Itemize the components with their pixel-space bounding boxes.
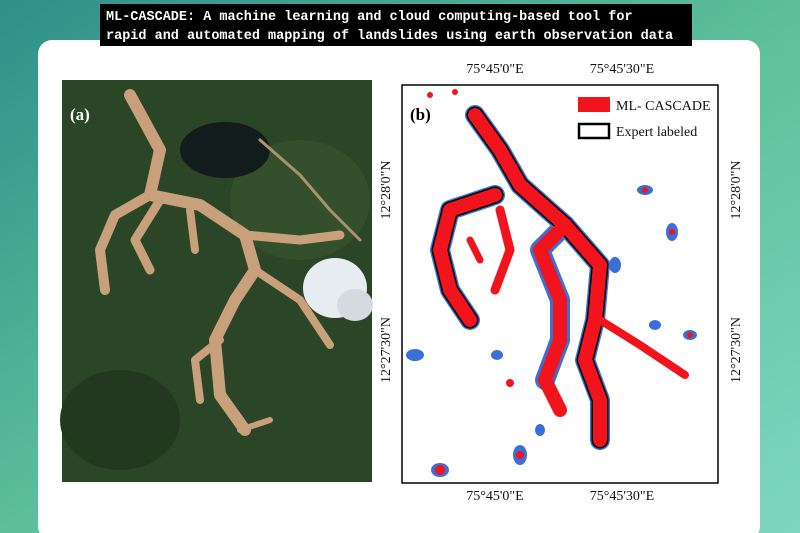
latitude-label: 12°28'0"N (379, 161, 394, 220)
legend-label: Expert labeled (616, 125, 697, 140)
panel-label: (b) (410, 105, 431, 124)
legend-label: ML- CASCADE (616, 99, 711, 114)
satellite-image (60, 80, 373, 482)
title-box (100, 4, 692, 46)
latitude-label: 12°28'0"N (729, 161, 744, 220)
panel-label: (a) (70, 105, 90, 124)
longitude-label: 75°45'0"E (466, 489, 523, 504)
legend-swatch (578, 97, 610, 112)
longitude-label: 75°45'30"E (590, 62, 654, 77)
title-line: ML-CASCADE: A machine learning and cloud… (106, 10, 633, 25)
legend-swatch (577, 122, 611, 140)
landslide-map (406, 89, 697, 477)
latitude-label: 12°27'30"N (729, 317, 744, 383)
longitude-label: 75°45'30"E (590, 489, 654, 504)
latitude-label: 12°27'30"N (379, 317, 394, 383)
title-line: rapid and automated mapping of landslide… (106, 29, 673, 44)
longitude-label: 75°45'0"E (466, 62, 523, 77)
